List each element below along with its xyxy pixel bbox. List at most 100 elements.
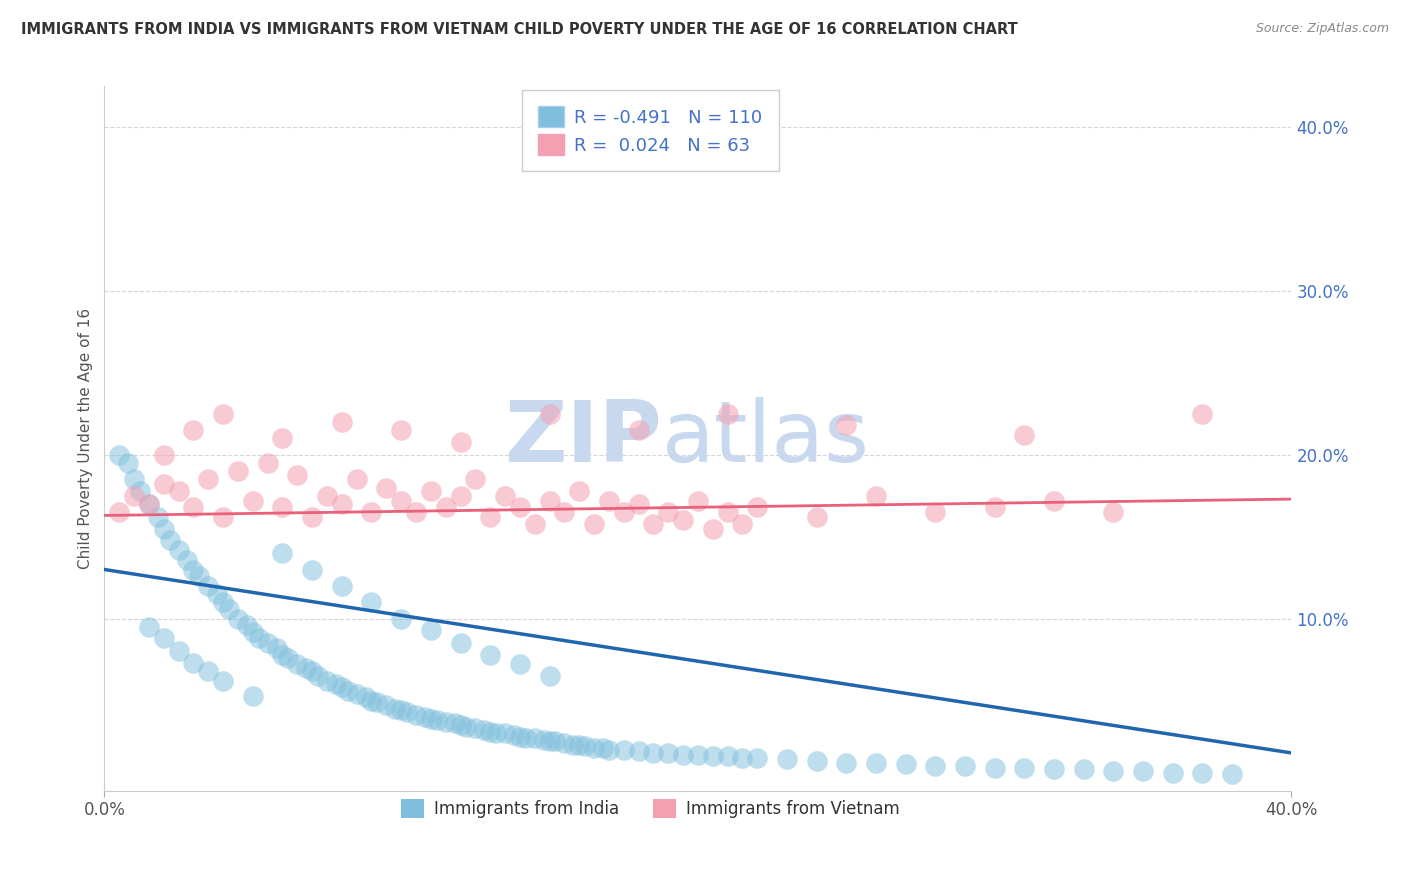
- Point: [117, 456, 139, 470]
- Point: [613, 505, 636, 519]
- Point: [835, 756, 858, 770]
- Point: [479, 648, 502, 662]
- Point: [183, 500, 205, 515]
- Point: [731, 751, 754, 765]
- Point: [419, 483, 441, 498]
- Point: [256, 636, 278, 650]
- Point: [277, 651, 299, 665]
- Point: [375, 698, 398, 713]
- Point: [583, 741, 606, 756]
- Point: [256, 456, 278, 470]
- Point: [553, 736, 575, 750]
- Point: [627, 497, 650, 511]
- Point: [419, 712, 441, 726]
- Point: [236, 618, 259, 632]
- Point: [285, 467, 308, 482]
- Point: [167, 483, 190, 498]
- Point: [865, 756, 887, 770]
- Point: [301, 510, 323, 524]
- Point: [686, 747, 709, 762]
- Point: [509, 730, 531, 744]
- Point: [1161, 765, 1184, 780]
- Point: [702, 749, 724, 764]
- Point: [159, 533, 181, 547]
- Point: [1191, 765, 1213, 780]
- Point: [538, 407, 561, 421]
- Point: [330, 497, 353, 511]
- Point: [122, 472, 145, 486]
- Point: [806, 510, 828, 524]
- Point: [152, 522, 174, 536]
- Point: [568, 483, 591, 498]
- Legend: Immigrants from India, Immigrants from Vietnam: Immigrants from India, Immigrants from V…: [394, 792, 907, 824]
- Point: [747, 751, 769, 765]
- Point: [538, 493, 561, 508]
- Point: [360, 595, 382, 609]
- Point: [509, 500, 531, 515]
- Point: [396, 705, 419, 719]
- Point: [212, 673, 235, 688]
- Point: [316, 489, 339, 503]
- Point: [426, 713, 449, 727]
- Point: [108, 505, 131, 519]
- Point: [295, 661, 318, 675]
- Point: [983, 500, 1005, 515]
- Point: [568, 738, 591, 752]
- Point: [413, 710, 436, 724]
- Point: [598, 742, 620, 756]
- Point: [515, 731, 537, 746]
- Point: [1191, 407, 1213, 421]
- Point: [188, 569, 211, 583]
- Point: [218, 602, 240, 616]
- Point: [523, 731, 546, 746]
- Text: atlas: atlas: [662, 397, 870, 480]
- Point: [330, 681, 353, 695]
- Point: [366, 695, 388, 709]
- Point: [316, 673, 339, 688]
- Point: [509, 657, 531, 672]
- Y-axis label: Child Poverty Under the Age of 16: Child Poverty Under the Age of 16: [79, 308, 93, 569]
- Point: [479, 724, 502, 739]
- Point: [924, 759, 946, 773]
- Point: [450, 489, 472, 503]
- Text: IMMIGRANTS FROM INDIA VS IMMIGRANTS FROM VIETNAM CHILD POVERTY UNDER THE AGE OF : IMMIGRANTS FROM INDIA VS IMMIGRANTS FROM…: [21, 22, 1018, 37]
- Point: [152, 477, 174, 491]
- Point: [197, 664, 219, 678]
- Point: [152, 448, 174, 462]
- Point: [443, 716, 465, 731]
- Point: [503, 728, 526, 742]
- Point: [389, 423, 412, 437]
- Point: [212, 595, 235, 609]
- Point: [266, 641, 288, 656]
- Point: [776, 752, 799, 766]
- Point: [271, 648, 294, 662]
- Point: [138, 497, 160, 511]
- Point: [716, 505, 738, 519]
- Point: [384, 702, 406, 716]
- Point: [1014, 761, 1036, 775]
- Point: [924, 505, 946, 519]
- Point: [405, 505, 427, 519]
- Point: [747, 500, 769, 515]
- Point: [325, 677, 347, 691]
- Text: ZIP: ZIP: [505, 397, 662, 480]
- Point: [1102, 505, 1125, 519]
- Point: [574, 739, 596, 754]
- Point: [389, 493, 412, 508]
- Point: [598, 493, 620, 508]
- Point: [405, 708, 427, 723]
- Point: [1073, 762, 1095, 776]
- Point: [212, 407, 235, 421]
- Point: [672, 747, 695, 762]
- Point: [129, 483, 152, 498]
- Point: [167, 542, 190, 557]
- Point: [205, 587, 228, 601]
- Point: [479, 510, 502, 524]
- Point: [1132, 764, 1154, 778]
- Point: [592, 741, 614, 756]
- Point: [360, 505, 382, 519]
- Point: [307, 669, 329, 683]
- Point: [330, 579, 353, 593]
- Point: [627, 744, 650, 758]
- Point: [731, 516, 754, 531]
